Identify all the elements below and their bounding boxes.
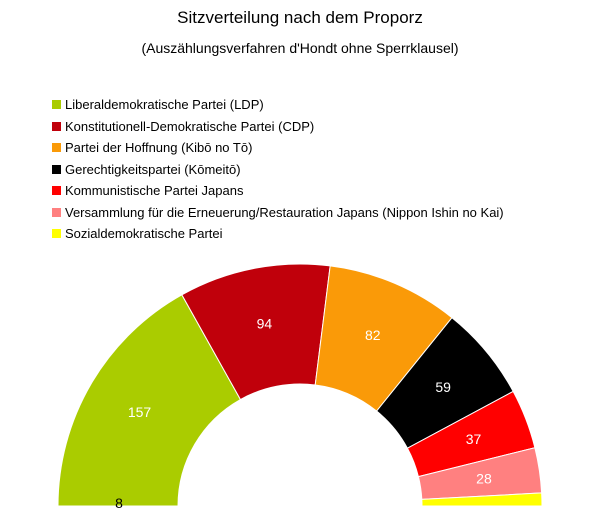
- legend-item: Konstitutionell-Demokratische Partei (CD…: [52, 116, 504, 138]
- chart-subtitle: (Auszählungsverfahren d'Hondt ohne Sperr…: [141, 40, 459, 56]
- legend-item: Partei der Hoffnung (Kibō no Tō): [52, 137, 504, 159]
- slice-label-6: 28: [476, 470, 492, 486]
- legend-swatch: [52, 143, 61, 153]
- slice-label-2: 94: [257, 315, 273, 331]
- legend-item: Versammlung für die Erneuerung/Restaurat…: [52, 202, 504, 224]
- slice-label-7: 8: [115, 495, 123, 511]
- legend-item: Liberaldemokratische Partei (LDP): [52, 94, 504, 116]
- legend-label: Gerechtigkeitspartei (Kōmeitō): [65, 161, 241, 177]
- legend-swatch: [52, 207, 61, 217]
- legend-swatch: [52, 121, 61, 131]
- legend-swatch: [52, 229, 61, 239]
- legend-label: Liberaldemokratische Partei (LDP): [65, 97, 264, 113]
- legend-label: Versammlung für die Erneuerung/Restaurat…: [65, 204, 504, 220]
- slice-label-1: 157: [128, 404, 152, 420]
- legend-item: Kommunistische Partei Japans: [52, 180, 504, 202]
- legend-item: Gerechtigkeitspartei (Kōmeitō): [52, 159, 504, 181]
- legend-label: Kommunistische Partei Japans: [65, 183, 244, 199]
- slice-label-3: 82: [365, 327, 381, 343]
- slice-label-5: 37: [466, 431, 482, 447]
- legend-swatch: [52, 186, 61, 196]
- legend-label: Partei der Hoffnung (Kibō no Tō): [65, 140, 253, 156]
- chart-title: Sitzverteilung nach dem Proporz: [177, 8, 423, 27]
- slice-7: [421, 492, 543, 507]
- slice-label-4: 59: [435, 379, 451, 395]
- legend-item: Sozialdemokratische Partei: [52, 223, 504, 245]
- legend-swatch: [52, 164, 61, 174]
- slice-1: [57, 294, 242, 507]
- legend-label: Sozialdemokratische Partei: [65, 226, 223, 242]
- legend-swatch: [52, 100, 61, 110]
- legend-label: Konstitutionell-Demokratische Partei (CD…: [65, 118, 315, 134]
- legend: Liberaldemokratische Partei (LDP) Konsti…: [52, 94, 504, 245]
